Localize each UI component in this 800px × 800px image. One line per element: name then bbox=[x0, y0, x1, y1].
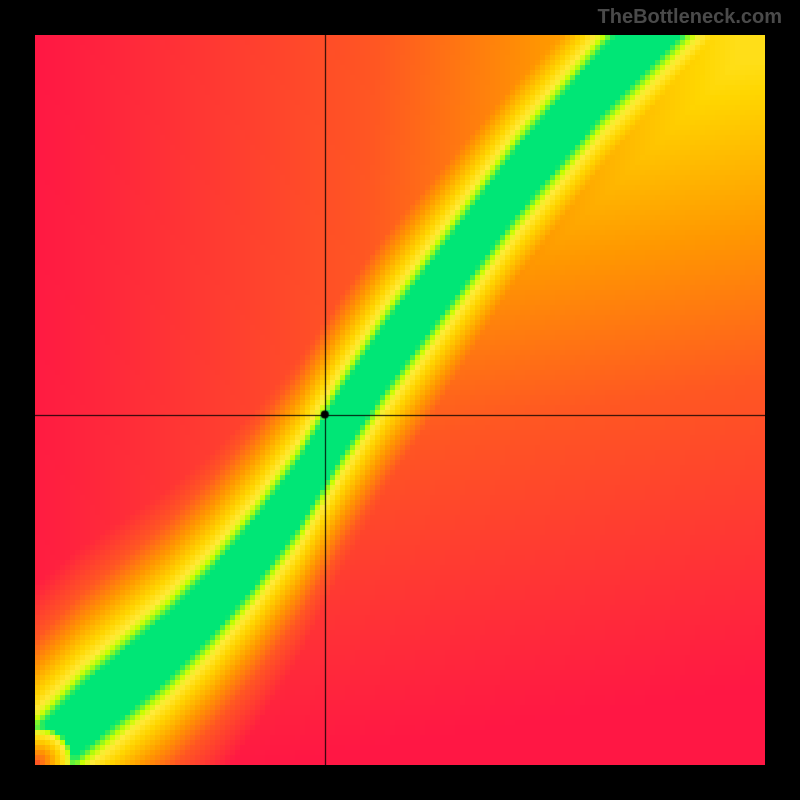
crosshair-overlay bbox=[35, 35, 765, 765]
chart-container: TheBottleneck.com bbox=[0, 0, 800, 800]
watermark-text: TheBottleneck.com bbox=[598, 6, 782, 29]
